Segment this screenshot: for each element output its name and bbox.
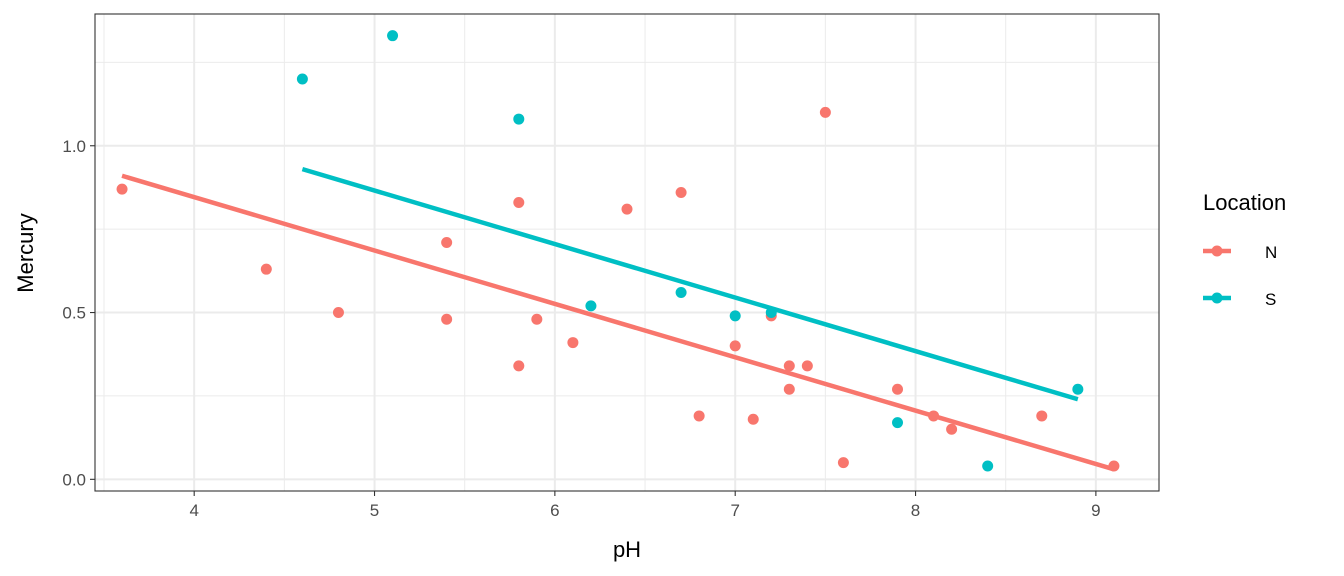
y-tick-label: 0.5 [62, 304, 86, 323]
point-s [675, 287, 687, 299]
plot-border [94, 13, 1160, 492]
point-n [928, 410, 940, 422]
point-s [296, 73, 308, 85]
regression-lines [121, 166, 1115, 472]
point-n [441, 313, 453, 325]
point-n [801, 360, 813, 372]
point-n [729, 340, 741, 352]
point-n [116, 183, 128, 195]
point-n [675, 186, 687, 198]
point-n [892, 383, 904, 395]
x-tick-label: 4 [189, 501, 198, 520]
x-tick-label: 5 [370, 501, 379, 520]
fit-line-n [121, 173, 1115, 472]
point-n [531, 313, 543, 325]
point-n [693, 410, 705, 422]
legend-label-s: S [1265, 290, 1276, 309]
point-n [747, 413, 759, 425]
point-n [441, 236, 453, 248]
point-n [837, 457, 849, 469]
legend-key-s [1203, 292, 1231, 304]
point-s [387, 30, 399, 42]
legend-label-n: N [1265, 243, 1277, 262]
data-points [116, 30, 1120, 472]
point-n [783, 360, 795, 372]
legend-key-n [1203, 245, 1231, 257]
point-s [729, 310, 741, 322]
y-axis-title: Mercury [13, 213, 38, 292]
point-s [982, 460, 994, 472]
point-n [621, 203, 633, 215]
point-s [892, 417, 904, 429]
point-n [783, 383, 795, 395]
plot-panel [95, 14, 1159, 491]
point-n [819, 106, 831, 118]
point-n [513, 360, 525, 372]
fit-line-s [301, 166, 1079, 402]
x-axis-title: pH [613, 537, 641, 562]
point-n [1108, 460, 1120, 472]
point-s [765, 307, 777, 319]
x-tick-label: 8 [911, 501, 920, 520]
point-n [260, 263, 272, 275]
x-tick-label: 9 [1091, 501, 1100, 520]
legend: Location N S [1203, 190, 1286, 309]
point-n [513, 196, 525, 208]
point-n [946, 423, 958, 435]
x-axis: 4 5 6 7 8 9 [189, 491, 1101, 520]
y-tick-label: 0.0 [62, 470, 86, 489]
legend-title: Location [1203, 190, 1286, 215]
point-n [332, 307, 344, 319]
y-axis: 0.0 0.5 1.0 [62, 137, 95, 489]
x-tick-label: 7 [730, 501, 739, 520]
point-s [513, 113, 525, 125]
x-tick-label: 6 [550, 501, 559, 520]
point-s [1072, 383, 1084, 395]
point-n [567, 337, 579, 349]
y-tick-label: 1.0 [62, 137, 86, 156]
minor-gridlines [95, 14, 1159, 491]
point-n [1036, 410, 1048, 422]
point-s [585, 300, 597, 312]
